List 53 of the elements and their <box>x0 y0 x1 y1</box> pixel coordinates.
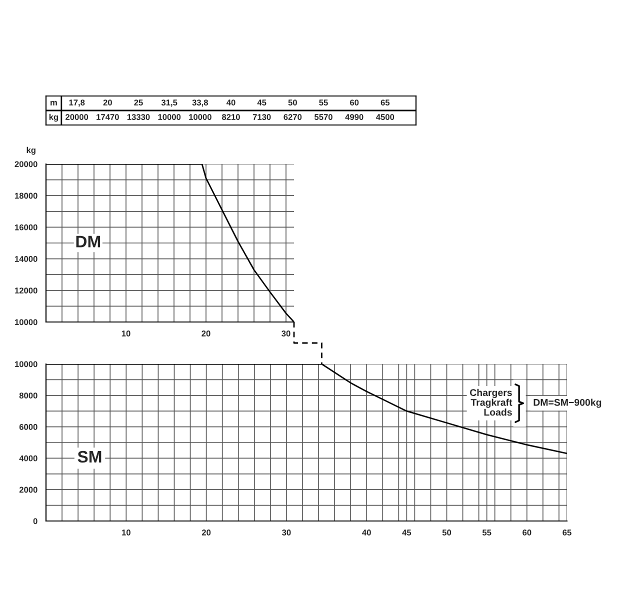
data-label: 8210 <box>222 114 240 120</box>
x-tick-label: 45 <box>402 530 412 536</box>
annotation: DM=SM−900kg <box>534 398 602 408</box>
category-label: 20 <box>103 100 112 106</box>
category-label: 45 <box>257 100 266 106</box>
category-label: 60 <box>350 100 359 106</box>
x-tick-label: 30 <box>282 530 291 536</box>
data-label: 17470 <box>96 114 119 120</box>
x-tick-label: 60 <box>522 530 532 536</box>
x-tick-label: 20 <box>202 330 210 336</box>
y-tick-label: 6000 <box>19 424 38 430</box>
x-tick-label: 40 <box>362 530 371 536</box>
x-tick-label: 30 <box>282 330 290 336</box>
annotation: Chargers Tragkraft Loads <box>470 388 512 416</box>
category-label: 65 <box>380 100 390 106</box>
y-tick-label: 18000 <box>15 192 38 199</box>
category-label: 50 <box>288 100 297 106</box>
data-label: 20000 <box>66 114 88 120</box>
y-tick-label: 10000 <box>15 361 38 368</box>
data-label: 5570 <box>314 114 332 120</box>
text: m <box>50 100 57 106</box>
x-tick-label: 20 <box>202 530 211 536</box>
category-label: 40 <box>226 100 236 106</box>
category-label: 55 <box>319 100 328 106</box>
annotation: DM <box>76 236 100 248</box>
x-tick-label: 50 <box>442 530 452 536</box>
data-label: 4500 <box>376 114 394 120</box>
x-tick-label: 55 <box>482 530 492 536</box>
annotation: SM <box>78 450 102 463</box>
y-tick-label: 0 <box>33 518 38 524</box>
y-tick-label: 2000 <box>19 486 38 493</box>
y-tick-label: 16000 <box>15 224 38 230</box>
y-tick-label: 4000 <box>19 455 38 462</box>
data-label: 6270 <box>284 114 302 120</box>
data-label: 10000 <box>189 114 212 120</box>
x-tick-label: 10 <box>122 530 130 536</box>
category-label: 17,8 <box>69 100 85 107</box>
y-axis-title: kg <box>26 146 36 155</box>
x-tick-label: 65 <box>562 530 572 536</box>
y-tick-label: 20000 <box>14 161 38 168</box>
category-label: 31,5 <box>161 100 178 107</box>
text: kg <box>49 114 58 122</box>
x-tick-label: 10 <box>122 330 130 336</box>
category-label: 33,8 <box>192 100 208 107</box>
data-label: 13330 <box>127 114 150 120</box>
y-tick-label: 12000 <box>15 288 38 294</box>
y-tick-label: 8000 <box>19 392 38 398</box>
y-tick-label: 14000 <box>15 256 38 262</box>
data-label: 4990 <box>345 114 364 120</box>
data-label: 10000 <box>158 114 181 120</box>
category-label: 25 <box>134 100 143 106</box>
data-label: 7130 <box>252 114 271 120</box>
y-tick-label: 10000 <box>15 319 38 326</box>
